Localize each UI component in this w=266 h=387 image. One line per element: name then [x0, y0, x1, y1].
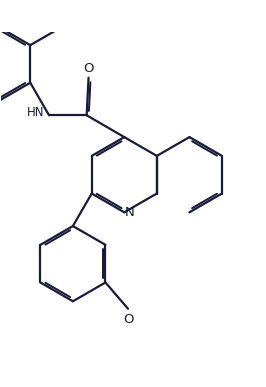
Text: O: O [123, 313, 133, 326]
Text: O: O [83, 62, 94, 75]
Text: N: N [125, 206, 135, 219]
Text: HN: HN [27, 106, 45, 119]
